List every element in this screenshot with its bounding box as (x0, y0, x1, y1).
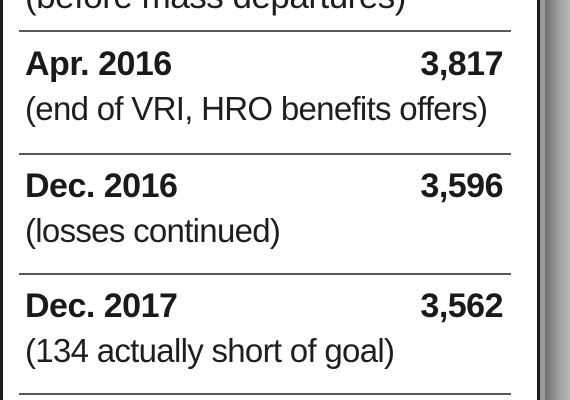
entry-date: Dec. 2016 (25, 167, 178, 205)
divider (19, 153, 511, 155)
entry-value: 3,562 (420, 287, 503, 325)
entry-note: (134 actually short of goal) (25, 332, 395, 369)
page-shadow (545, 0, 570, 400)
entry-note: (end of VRI, HRO benefits offers) (25, 90, 488, 127)
entry-date: Apr. 2016 (25, 45, 172, 83)
data-table-card: (before mass departures) Apr. 2016 3,817… (0, 0, 540, 400)
divider (19, 30, 511, 32)
entry-row: Dec. 2016 3,596 (25, 167, 503, 211)
top-caption-partial: (before mass departures) (25, 0, 406, 15)
entry-note: (losses continued) (25, 212, 281, 249)
entry-dec-2016: Dec. 2016 3,596 (losses continued) (25, 167, 503, 251)
entry-row: Dec. 2017 3,562 (25, 287, 503, 331)
divider (19, 273, 511, 275)
entry-row: Apr. 2016 3,817 (25, 45, 503, 89)
entry-value: 3,596 (420, 167, 503, 205)
entry-date: Dec. 2017 (25, 287, 178, 325)
entry-dec-2017: Dec. 2017 3,562 (134 actually short of g… (25, 287, 503, 371)
divider (19, 393, 511, 395)
entry-value: 3,817 (420, 45, 503, 83)
entry-apr-2016: Apr. 2016 3,817 (end of VRI, HRO benefit… (25, 45, 503, 129)
